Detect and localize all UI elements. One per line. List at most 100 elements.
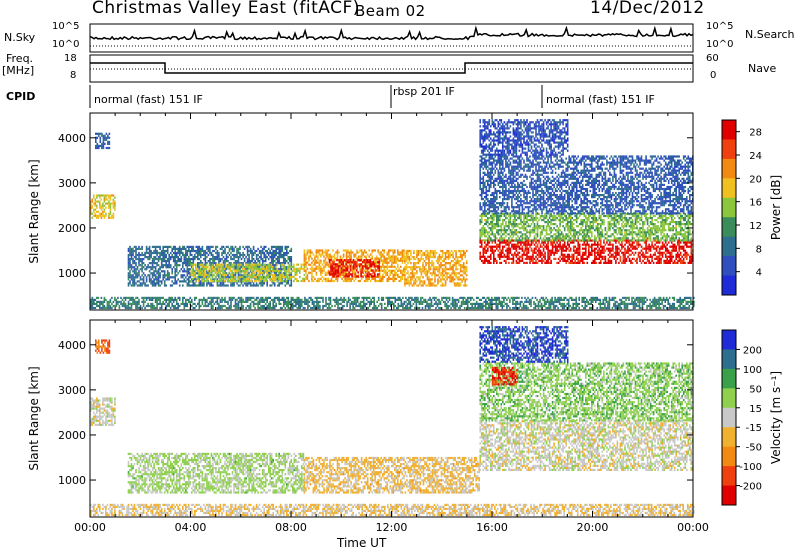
data-cell: [361, 269, 364, 272]
data-cell: [581, 257, 584, 260]
data-cell: [261, 262, 264, 265]
data-cell: [508, 219, 510, 222]
data-cell: [450, 268, 453, 271]
data-cell: [314, 255, 316, 258]
data-cell: [423, 272, 426, 275]
data-cell: [563, 239, 566, 242]
data-cell: [139, 276, 142, 279]
data-cell: [508, 245, 510, 248]
data-cell: [311, 271, 313, 274]
data-cell: [536, 253, 539, 256]
data-cell: [237, 275, 239, 278]
data-cell: [672, 243, 674, 246]
data-cell: [416, 249, 418, 253]
data-cell: [248, 272, 250, 275]
data-cell: [618, 253, 620, 256]
data-cell: [278, 253, 280, 257]
data-cell: [258, 273, 260, 276]
data-cell: [133, 276, 136, 279]
data-cell: [133, 260, 136, 263]
data-cell: [127, 274, 130, 277]
data-cell: [404, 270, 406, 273]
data-cell: [679, 241, 682, 244]
data-cell: [493, 253, 495, 256]
data-cell: [505, 239, 507, 242]
data-cell: [157, 272, 160, 275]
data-cell: [595, 227, 598, 230]
data-cell: [374, 259, 376, 262]
data-cell: [479, 221, 481, 224]
data-cell: [420, 268, 423, 271]
data-cell: [452, 256, 454, 259]
data-cell: [336, 249, 339, 252]
data-cell: [455, 266, 457, 269]
data-cell: [499, 217, 501, 220]
data-cell: [416, 262, 418, 265]
data-cell: [350, 249, 352, 252]
data-cell: [408, 256, 411, 259]
data-cell: [508, 243, 510, 246]
data-cell: [168, 253, 170, 257]
data-cell: [244, 273, 247, 276]
data-cell: [254, 262, 256, 265]
data-cell: [642, 247, 644, 250]
data-cell: [386, 253, 389, 256]
data-cell: [263, 282, 265, 285]
data-cell: [248, 245, 250, 248]
data-cell: [255, 272, 258, 275]
data-cell: [426, 284, 429, 287]
data-cell: [263, 247, 265, 250]
data-cell: [231, 263, 233, 266]
data-cell: [286, 268, 288, 271]
data-cell: [210, 274, 213, 277]
data-cell: [185, 262, 187, 265]
data-cell: [597, 241, 599, 244]
data-cell: [443, 270, 445, 273]
data-cell: [518, 223, 521, 226]
data-cell: [217, 265, 220, 268]
data-cell: [331, 269, 334, 272]
data-cell: [389, 269, 392, 272]
data-cell: [542, 239, 545, 242]
data-cell: [583, 243, 586, 246]
data-cell: [257, 247, 259, 250]
data-cell: [443, 268, 445, 271]
data-cell: [201, 268, 204, 271]
data-cell: [232, 263, 235, 266]
data-cell: [182, 284, 184, 287]
data-cell: [221, 247, 223, 250]
data-cell: [198, 245, 201, 248]
data-cell: [243, 267, 245, 270]
data-cell: [548, 237, 551, 240]
data-cell: [645, 249, 647, 252]
data-cell: [512, 257, 515, 260]
data-cell: [490, 229, 492, 232]
data-cell: [569, 227, 572, 230]
data-cell: [588, 235, 590, 238]
data-cell: [574, 233, 576, 236]
data-cell: [663, 251, 665, 254]
data-cell: [331, 261, 334, 264]
data-cell: [500, 225, 503, 228]
data-cell: [157, 280, 160, 283]
data-cell: [529, 229, 531, 232]
data-cell: [648, 249, 650, 252]
data-cell: [265, 279, 268, 283]
data-cell: [368, 255, 370, 258]
data-cell: [658, 241, 661, 244]
data-cell: [205, 265, 208, 268]
data-cell: [423, 260, 426, 263]
data-cell: [311, 261, 313, 264]
data-cell: [311, 277, 313, 280]
data-cell: [231, 247, 234, 250]
data-cell: [215, 256, 217, 259]
data-cell: [462, 268, 465, 271]
data-cell: [494, 241, 497, 244]
data-cell: [682, 257, 685, 260]
data-cell: [595, 229, 598, 232]
data-cell: [518, 261, 521, 264]
data-cell: [169, 251, 172, 255]
data-cell: [288, 269, 291, 272]
data-cell: [681, 247, 683, 250]
data-cell: [686, 253, 688, 256]
